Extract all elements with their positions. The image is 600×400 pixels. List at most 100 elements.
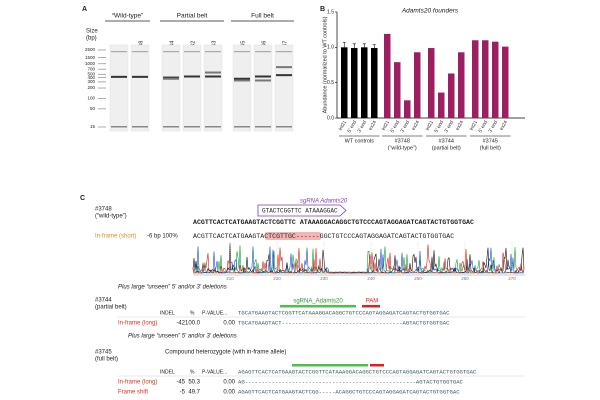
chromatogram-tick: 230 (320, 276, 328, 281)
bar (492, 41, 499, 118)
group-label: Full belt (251, 13, 274, 20)
gel-band (255, 79, 271, 82)
sample-id: #3745 (95, 350, 112, 356)
indel: -5 (180, 390, 186, 396)
table-header: P-VALUE... (202, 310, 227, 316)
bar (482, 40, 489, 119)
error-bar (352, 43, 356, 49)
percent: 100.0 (185, 321, 201, 327)
marker-band (184, 126, 200, 128)
marker-band (234, 126, 250, 128)
table-header: P-VALUE... (202, 369, 227, 375)
x-tick-label: 3' end (487, 119, 499, 133)
x-tick-label: 3' end (399, 119, 411, 133)
chromatogram-tick: 240 (367, 276, 375, 281)
p-value: 0.00 (223, 380, 235, 386)
ladder-label: 700 (87, 66, 95, 71)
bar (341, 47, 348, 119)
group-label: #3748 (395, 138, 410, 144)
ladder-label: 400 (87, 75, 95, 80)
sgrna-seq: GTACTCGGTTC ATAAAGGAC (262, 208, 338, 215)
marker-band (111, 126, 127, 128)
percent: 50.3 (188, 380, 200, 386)
chromatogram-tick: 250 (414, 276, 422, 281)
x-tick-label: 5' end (346, 119, 358, 133)
reference-seq: ACGTTCACTCATGAAGTACTCGGTTC ATAAAGGACAGGC… (193, 219, 474, 226)
indel: -42 (176, 321, 185, 327)
axis-label: Size (86, 29, 98, 35)
x-tick-label: 5' end (433, 119, 445, 133)
group-note: (full belt) (480, 145, 501, 151)
gel-lane (161, 44, 181, 132)
read-seq: AG--------------------------------------… (238, 378, 464, 385)
x-tick-label: ex24 (499, 119, 510, 131)
ladder-label: 500 (87, 71, 95, 76)
row-label: Frame shift (118, 390, 148, 396)
marker-band (276, 51, 292, 53)
read-seq: AGAGTTCACTCATGAAGTACTCGG-----ACAGGCTGTCC… (238, 388, 460, 395)
marker-band (132, 51, 148, 53)
gel-band (276, 74, 292, 77)
marker-band (163, 126, 179, 128)
bar (394, 62, 401, 118)
group-label: Partial belt (177, 13, 208, 20)
sgrna-label: sgRNA_Adamts20 (293, 299, 343, 305)
group-label: WT controls (345, 138, 374, 144)
sgrna-bar (292, 364, 368, 367)
note: Plus large “unseen” 5' and/or 3' deletio… (118, 285, 227, 291)
marker-band (276, 126, 292, 128)
x-tick-label: 3' end (443, 119, 455, 133)
y-tick-label: 0.0 (327, 115, 334, 121)
chromatogram-tick: 260 (461, 276, 469, 281)
gel-lane (274, 44, 294, 132)
sgrna-label: sgRNA Adamts20 (300, 199, 348, 205)
table-header: INDEL (160, 369, 175, 375)
sgrna-bar (280, 305, 356, 308)
y-tick-label: 1.5 (327, 9, 334, 15)
gel-lane (203, 44, 223, 132)
bar (428, 48, 435, 118)
gel-band (234, 79, 250, 82)
chromatogram-tick: 270 (508, 276, 516, 281)
gel-lane (109, 44, 129, 132)
x-tick-label: 3' end (356, 119, 368, 133)
bar (502, 46, 509, 119)
sample-id: #3744 (95, 298, 112, 304)
panel-label: B (320, 6, 325, 13)
ladder-label: 2500 (85, 47, 96, 52)
chromatogram-trace (192, 243, 525, 274)
x-tick-label: ex24 (455, 119, 466, 131)
error-bar (342, 42, 346, 48)
ladder-label: 15 (90, 124, 96, 129)
panel-label: A (82, 6, 87, 13)
bar (404, 100, 411, 118)
read-seq: ACGTTCACTCATGAAGTACTCGTTGC------GGCTGTCC… (193, 233, 454, 240)
sample-desc: (“wild-type”) (95, 214, 127, 220)
chromatogram-tick: 220 (273, 276, 281, 281)
row-label: In-frame (long) (118, 321, 157, 327)
marker-band (234, 51, 250, 53)
marker-band (255, 51, 271, 53)
sample-id: #3748 (95, 207, 112, 213)
marker-band (184, 51, 200, 53)
marker-band (205, 51, 221, 53)
percent: 49.7 (188, 390, 200, 396)
chart-title: Adamts20 founders (401, 8, 459, 15)
read-seq: TGCATGAAGTACT---------------------------… (238, 319, 450, 326)
indel: -45 (176, 380, 185, 386)
sample-desc: (partial belt) (95, 305, 127, 311)
bar (414, 52, 421, 118)
gel-lane (232, 44, 252, 132)
axis-label: (bp) (86, 36, 97, 42)
x-tick-label: int21 (469, 119, 480, 131)
bar (361, 47, 368, 119)
pam-bar (370, 364, 384, 367)
chromatogram-tick: 210 (226, 276, 234, 281)
reference-seq: TGCATGAAGTACTCGGTTCATAAAGGACAGGCTGTCCCAG… (238, 309, 450, 316)
gel-band (205, 71, 221, 74)
y-tick-label: 1.0 (327, 45, 334, 51)
bar (351, 48, 358, 118)
gel-band (163, 77, 179, 80)
error-bar (372, 44, 376, 49)
